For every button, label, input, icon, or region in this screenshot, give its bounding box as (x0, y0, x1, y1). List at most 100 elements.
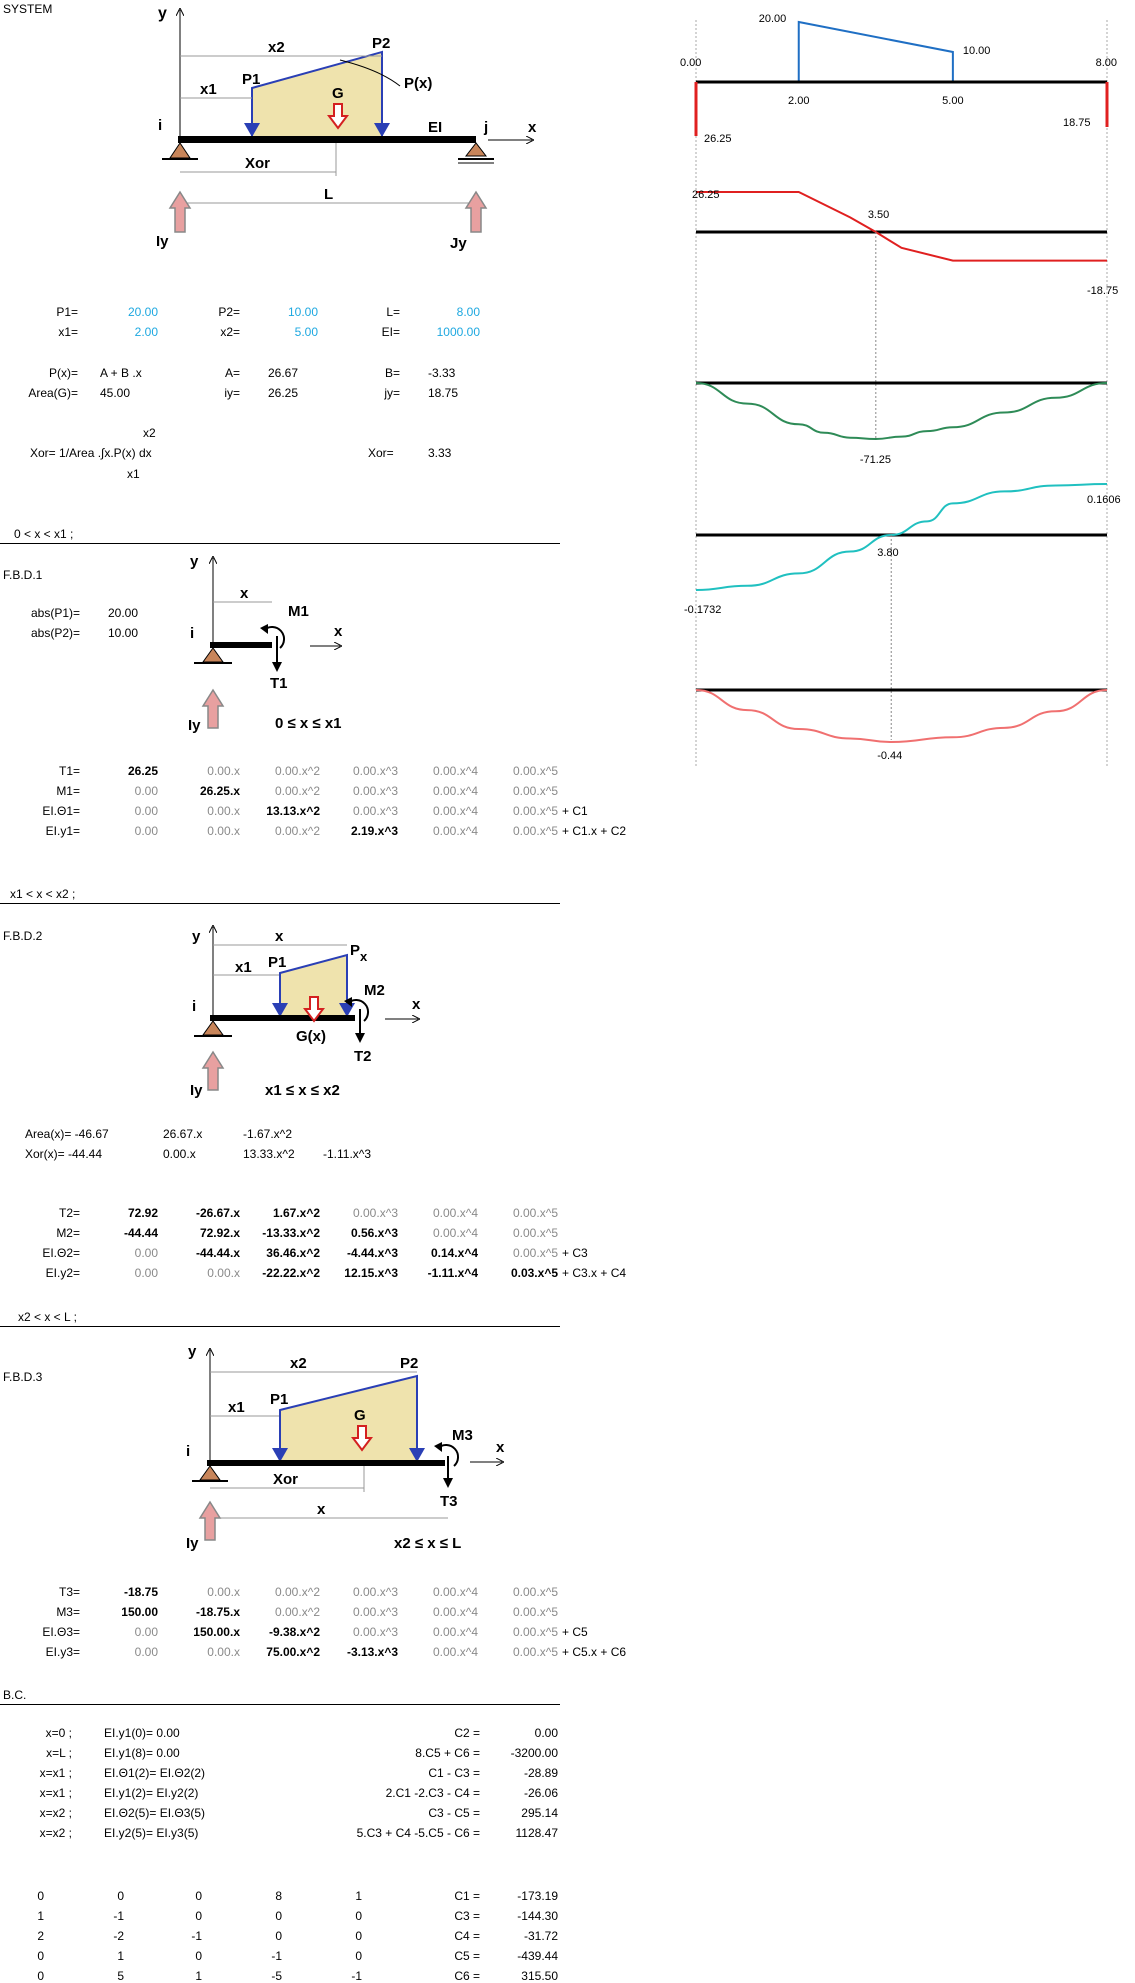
chart-slope-line (695, 483, 1108, 591)
system-diagram: y G x2 x1 P1 P2 P(x) i EI j x Xor L Iy J… (156, 5, 537, 252)
xor-x-b: 0.00.x (163, 1147, 196, 1161)
eq-constant: + C1.x + C2 (562, 824, 627, 838)
fbd3-range: x2 ≤ x ≤ L (394, 1535, 461, 1552)
eq-term: 0.00.x^3 (353, 1585, 398, 1599)
reaction-label: 26.25 (704, 133, 732, 145)
eq-term: 0.00.x^5 (513, 1246, 558, 1260)
abs-p2-label: abs(P2)= (30, 626, 80, 640)
bc-equation: EI.Θ1(2)= EI.Θ2(2) (104, 1766, 206, 1780)
xor-x-d: -1.11.x^3 (323, 1147, 372, 1161)
fbd2-iy-label: Iy (190, 1082, 203, 1099)
eq-term: 1.67.x^2 (272, 1206, 320, 1220)
fbd2-x1-label: x1 (235, 959, 252, 976)
matrix-cell: 5 (117, 1969, 124, 1983)
fbd1-y-label: y (190, 553, 199, 570)
xor-upper: x2 (143, 426, 156, 440)
bc-value: 1128.47 (515, 1826, 559, 1840)
eq-constant: + C5 (562, 1625, 588, 1639)
fbd1-t-label: T1 (270, 675, 288, 692)
matrix-constant: C4 = (454, 1929, 480, 1943)
matrix-constant: C5 = (454, 1949, 480, 1963)
fbd1-beam (210, 642, 272, 648)
fbd3-t-label: T3 (440, 1493, 458, 1510)
input-label: P1= (56, 305, 78, 319)
jy-arrow-icon (464, 190, 488, 233)
eq-term: 0.00.x^5 (513, 1226, 558, 1240)
fbd1-iy-arrow-icon (201, 688, 225, 729)
input-value: 20.00 (127, 305, 158, 319)
j-label: j (483, 119, 488, 136)
matrix-cell: 0 (195, 1909, 202, 1923)
eq-term: 75.00.x^2 (266, 1645, 320, 1659)
bc-value: -26.06 (523, 1786, 558, 1800)
fbd3-iy-label: Iy (186, 1535, 199, 1552)
eq-term: 0.00.x (207, 1585, 240, 1599)
eq-term: 36.46.x^2 (266, 1246, 320, 1260)
matrix-cell: -1 (191, 1929, 202, 1943)
load-point-label: 10.00 (963, 45, 991, 57)
matrix-constant: C6 = (454, 1969, 480, 1983)
eq-constant: + C3.x + C4 (562, 1266, 627, 1280)
matrix-cell: 0 (37, 1969, 44, 1983)
matrix-cell: 0 (275, 1929, 282, 1943)
fbd2-px-label: Px (350, 942, 368, 964)
eq-term: -18.75.x (195, 1605, 240, 1619)
chart-shear-line (696, 191, 1107, 262)
fbd2-title: F.B.D.2 (3, 929, 43, 943)
eq-term: -26.67.x (195, 1206, 240, 1220)
eq-term: 0.00.x^3 (353, 764, 398, 778)
eq-term: 0.00.x^2 (275, 1585, 320, 1599)
fbd3-iy-arrow-icon (198, 1500, 222, 1541)
xor-eq-label: Xor= (368, 446, 394, 460)
eq-term: 2.19.x^3 (350, 824, 398, 838)
eq-row-label: EI.Θ3= (42, 1625, 80, 1639)
px-eq-value: A + B .x (100, 366, 142, 380)
fbd3-x-label: x (496, 1439, 505, 1456)
p2-label: P2 (372, 35, 390, 52)
eq-constant: + C5.x + C6 (562, 1645, 627, 1659)
fbd3-p1-label: P1 (270, 1391, 288, 1408)
eq-term: 0.00.x^5 (513, 1585, 558, 1599)
load-tick-label: 5.00 (942, 95, 963, 107)
support-j-icon (464, 142, 488, 157)
eq-term: 0.00.x^4 (433, 1605, 478, 1619)
system-title: SYSTEM (3, 2, 53, 16)
xor-eq-value: 3.33 (428, 446, 452, 460)
fbd3-x1-label: x1 (228, 1399, 245, 1416)
eq-term: 0.00.x^3 (353, 784, 398, 798)
eq-row-label: T2= (58, 1206, 80, 1220)
b-value: -3.33 (428, 366, 456, 380)
input-value: 5.00 (294, 325, 318, 339)
matrix-cell: -1 (271, 1949, 282, 1963)
eq-row-label: M1= (56, 784, 80, 798)
eq-term: 0.00 (134, 1246, 158, 1260)
jy-label: Jy (450, 235, 467, 252)
matrix-cell: 0 (355, 1909, 362, 1923)
eq-term: 0.00.x^5 (513, 824, 558, 838)
eq-term: 0.00.x^5 (513, 1605, 558, 1619)
fbd3-diagram: y x2 P2 x1 P1 G M3 T3 x i Xor x Iy x2 ≤ … (186, 1343, 505, 1552)
bc-equation: EI.y1(0)= 0.00 (104, 1726, 180, 1740)
matrix-cell: 0 (117, 1889, 124, 1903)
eq-term: -44.44 (123, 1226, 158, 1240)
eq-row-label: EI.y1= (45, 824, 80, 838)
eq-term: 0.00.x^5 (513, 1625, 558, 1639)
eq-term: 0.00.x^2 (275, 784, 320, 798)
matrix-cell: 0 (275, 1909, 282, 1923)
input-label: L= (386, 305, 400, 319)
fbd2-g-label: G(x) (296, 1028, 326, 1045)
abs-p1-value: 20.00 (108, 606, 139, 620)
i-label: i (158, 117, 162, 134)
separator (0, 903, 560, 904)
y-axis-label: y (158, 5, 167, 22)
a-label: A= (224, 366, 240, 380)
a-value: 26.67 (268, 366, 299, 380)
eq-term: 0.00.x^4 (433, 1226, 478, 1240)
deflection-label: -0.44 (877, 750, 902, 762)
fbd2-px-base: P (350, 942, 360, 959)
eq-term: 0.00.x^2 (275, 1605, 320, 1619)
eq-row-label: T3= (58, 1585, 80, 1599)
eq-row-label: M3= (56, 1605, 80, 1619)
area-x-b: 26.67.x (163, 1127, 203, 1141)
eq-row-label: EI.y3= (45, 1645, 80, 1659)
